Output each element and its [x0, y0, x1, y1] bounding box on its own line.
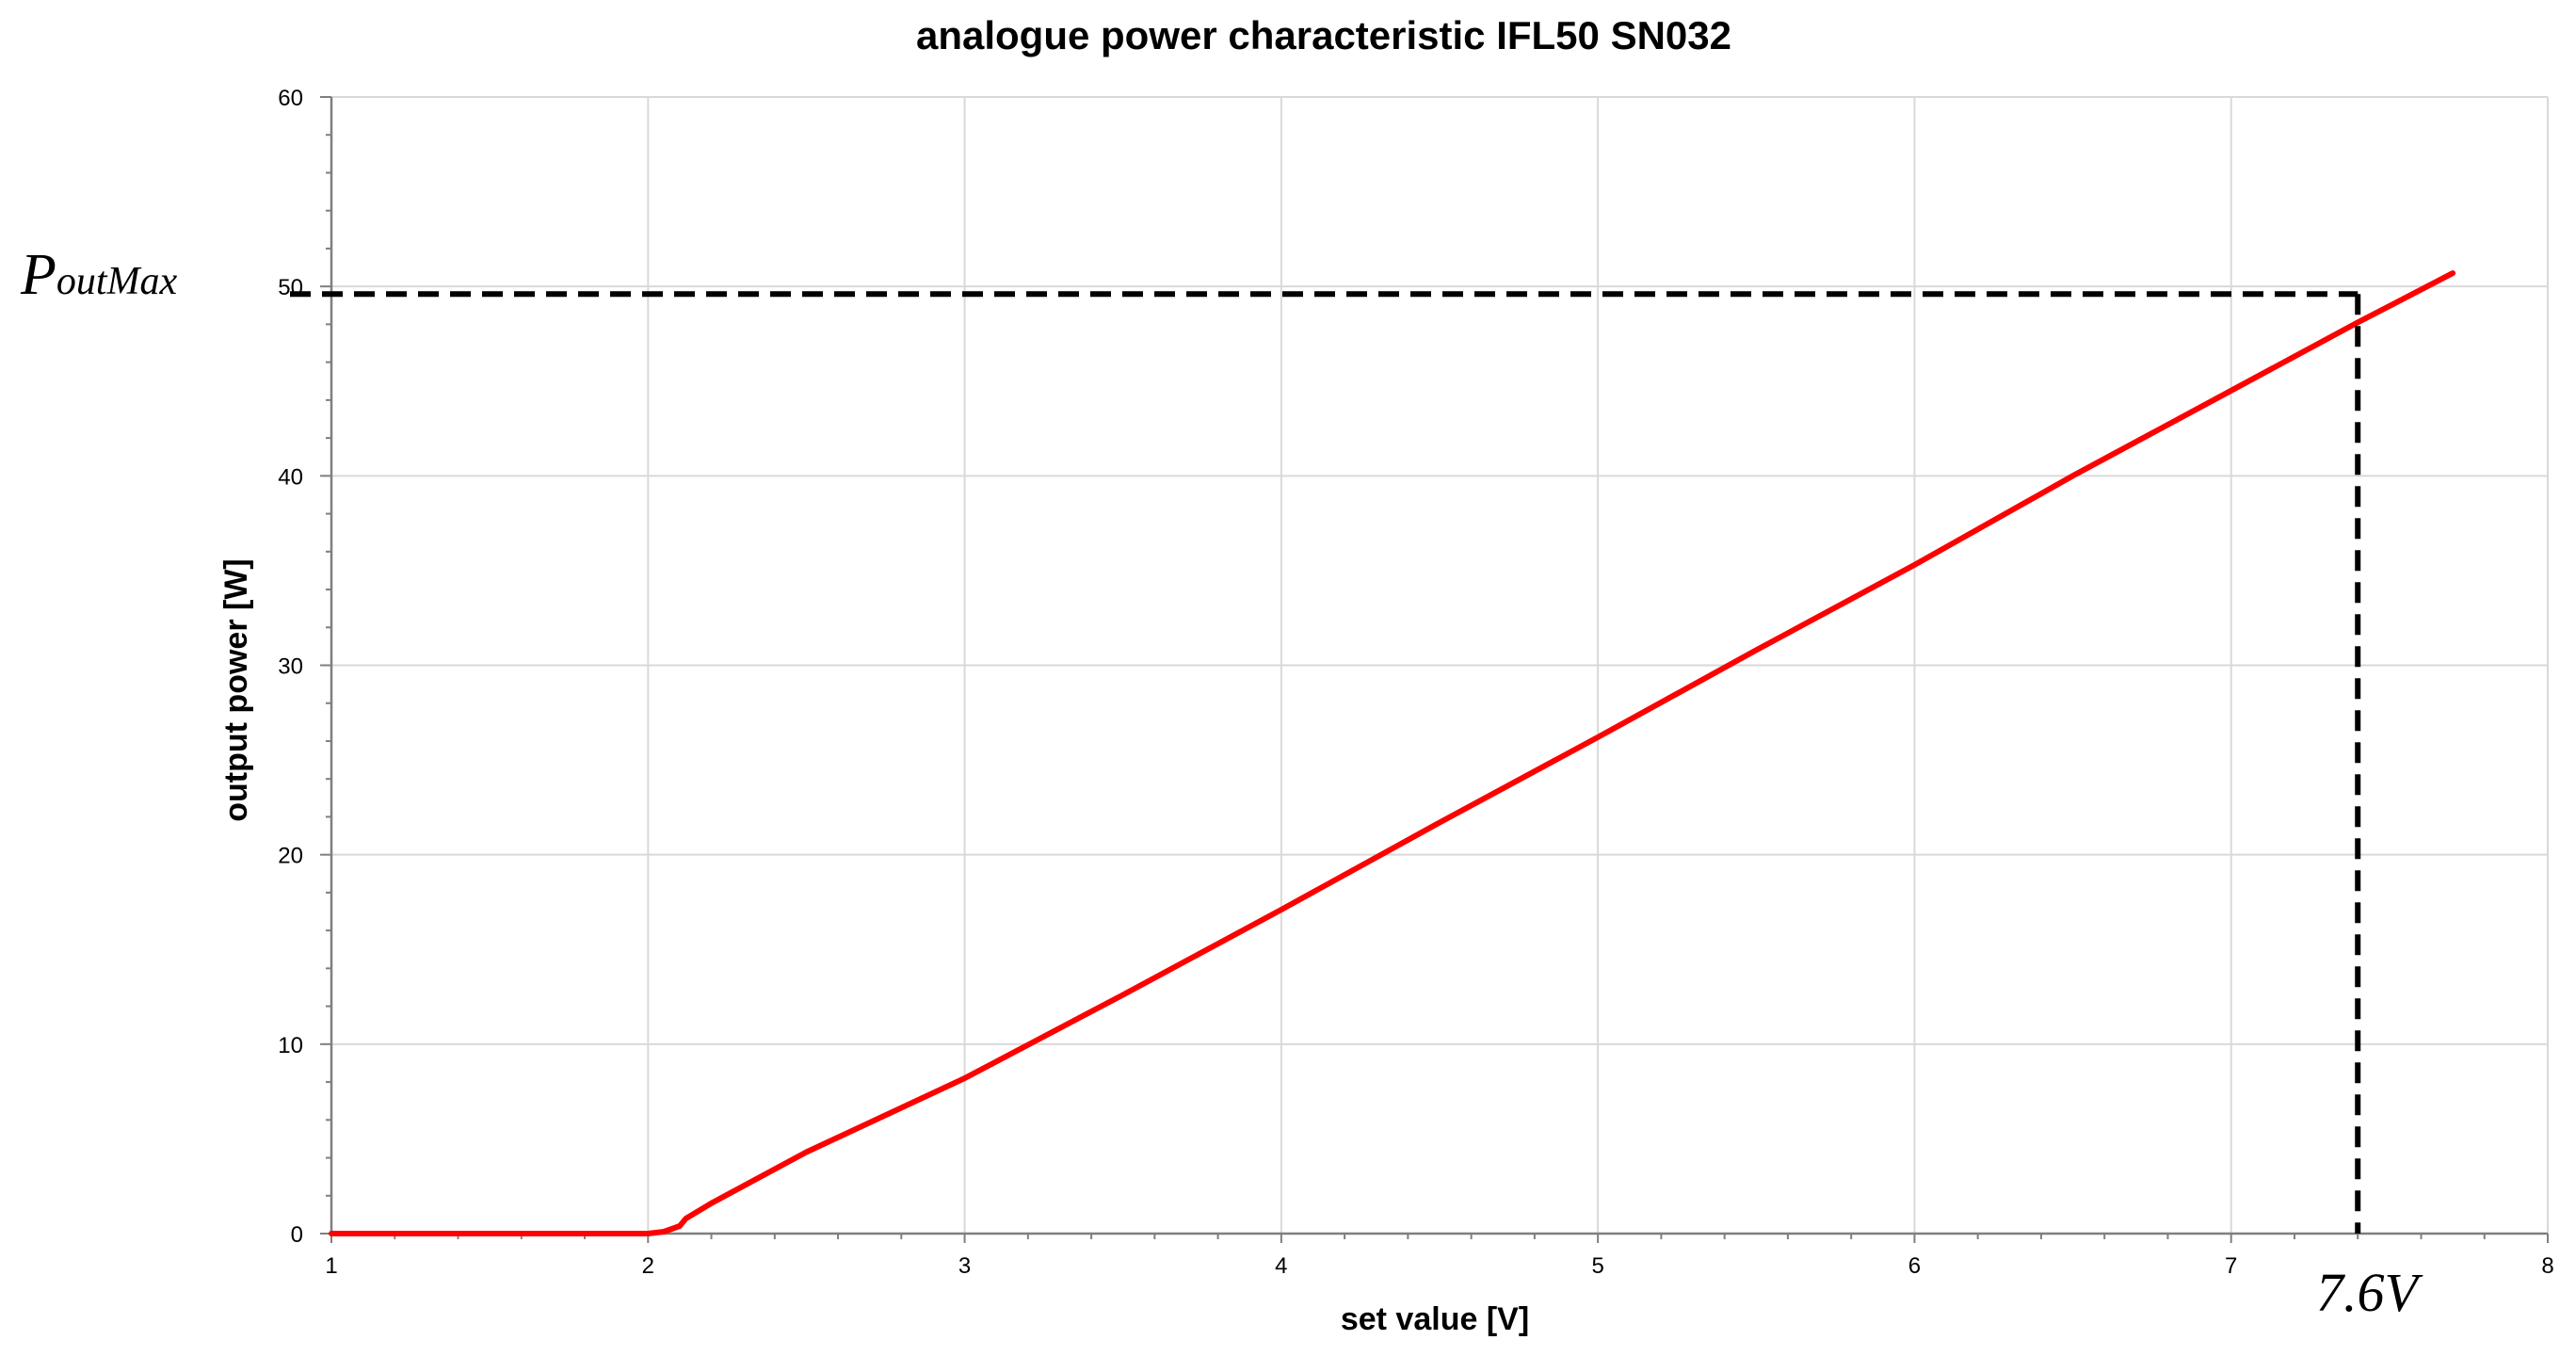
x-axis-label: set value [V] [1341, 1301, 1529, 1337]
chart-title: analogue power characteristic IFL50 SN03… [916, 13, 1731, 57]
y-tick-label: 60 [278, 86, 303, 111]
x-tick-label: 5 [1591, 1253, 1603, 1279]
series [329, 270, 2456, 1236]
grid [331, 96, 2549, 1234]
y-tick-label: 10 [278, 1033, 303, 1058]
x-tick-label: 6 [1908, 1253, 1921, 1279]
p-max-annotation: PoutMax [20, 243, 178, 307]
y-axis-label: output power [W] [218, 558, 254, 821]
p-max-sub: outMax [56, 260, 178, 303]
x-tick-label: 3 [958, 1253, 971, 1279]
y-tick-label: 0 [291, 1222, 303, 1248]
v-value-annotation: 7.6V [2316, 1262, 2424, 1323]
x-tick-label: 7 [2225, 1253, 2237, 1279]
x-tick-label: 1 [325, 1253, 337, 1279]
y-tick-label: 20 [278, 844, 303, 869]
y-tick-label: 40 [278, 464, 303, 490]
p-max-main: P [20, 243, 56, 307]
guide-lines [290, 291, 2361, 1234]
y-tick-label: 30 [278, 654, 303, 680]
x-tick-label: 8 [2541, 1253, 2553, 1279]
x-tick-label: 2 [642, 1253, 654, 1279]
data-series-line [329, 270, 2456, 1236]
x-tick-label: 4 [1275, 1253, 1287, 1279]
